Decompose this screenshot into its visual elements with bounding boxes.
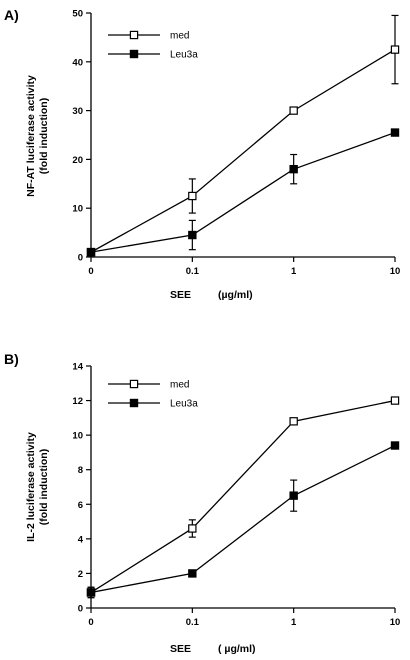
y-tick-label: 6 xyxy=(78,500,83,511)
data-point xyxy=(390,45,400,54)
panel-b-x-axis-label: SEE xyxy=(170,643,191,655)
data-point xyxy=(188,524,197,533)
y-tick-label: 0 xyxy=(78,253,83,264)
y-tick-label: 50 xyxy=(72,9,83,20)
data-point xyxy=(390,396,400,405)
x-tick-label: 10 xyxy=(390,266,401,277)
data-point xyxy=(289,491,298,500)
panel-a-label: A) xyxy=(4,7,19,23)
legend-label: med xyxy=(170,380,189,391)
data-point xyxy=(289,417,298,426)
panel-b-y-axis-label: IL-2 luciferase activity xyxy=(25,432,37,542)
y-tick-label: 4 xyxy=(78,534,84,545)
panel-b-y-axis-label-2: (fold induction) xyxy=(38,449,50,525)
x-tick-label: 0 xyxy=(88,266,93,277)
data-point xyxy=(86,247,96,257)
legend-marker xyxy=(129,398,139,408)
panel-b-plot: 0 2 4 6 8 10 12 14 0 0.1 1 10 med Leu3a xyxy=(72,362,400,629)
panel-a-y-axis-label: NF-AT luciferase activity xyxy=(25,75,37,197)
x-tick-label: 0.1 xyxy=(186,617,200,628)
y-tick-label: 30 xyxy=(72,106,83,117)
data-point xyxy=(188,230,197,240)
y-tick-label: 2 xyxy=(78,569,83,580)
panel-a-y-axis-label-2: (fold induction) xyxy=(38,98,50,174)
data-point xyxy=(390,128,400,137)
series-line xyxy=(90,444,396,594)
legend-label: Leu3a xyxy=(170,399,198,410)
series-line xyxy=(90,131,396,253)
panel-a-plot: 0 10 20 30 40 50 0 0.1 1 10 med Leu3a xyxy=(72,9,400,278)
panel-a-x-axis-label: SEE xyxy=(170,289,191,301)
y-tick-label: 10 xyxy=(72,431,83,442)
panel-b-label: B) xyxy=(4,351,19,367)
data-point xyxy=(289,164,298,174)
legend-label: med xyxy=(170,31,189,42)
legend-marker xyxy=(129,49,139,59)
x-tick-label: 1 xyxy=(291,266,297,277)
legend: med Leu3a xyxy=(108,31,198,61)
y-tick-label: 8 xyxy=(78,465,83,476)
legend-marker xyxy=(129,379,139,389)
data-point xyxy=(188,191,197,201)
y-tick-label: 0 xyxy=(78,604,83,615)
y-tick-label: 40 xyxy=(72,57,83,68)
series-line xyxy=(90,399,396,593)
data-point xyxy=(390,441,400,450)
legend-label: Leu3a xyxy=(170,50,198,61)
x-tick-label: 0 xyxy=(88,617,93,628)
chart-panel-b: B) IL-2 luciferase activity (fold induct… xyxy=(4,351,400,655)
legend: med Leu3a xyxy=(108,380,198,410)
data-point xyxy=(188,569,197,578)
series-leu3a xyxy=(86,441,400,599)
data-point xyxy=(86,588,96,597)
chart-panel-a: A) NF-AT luciferase activity (fold induc… xyxy=(4,7,400,301)
legend-marker xyxy=(129,30,139,40)
x-tick-label: 10 xyxy=(390,617,401,628)
x-tick-label: 0.1 xyxy=(186,266,200,277)
y-tick-label: 20 xyxy=(72,155,83,166)
panel-b-x-axis-unit: ( µg/ml) xyxy=(218,643,256,655)
x-tick-label: 1 xyxy=(291,617,297,628)
y-tick-label: 10 xyxy=(72,204,83,215)
series-med xyxy=(86,396,400,599)
y-tick-label: 14 xyxy=(72,362,83,373)
panel-a-x-axis-unit: (µg/ml) xyxy=(218,289,253,301)
series-leu3a xyxy=(86,128,400,257)
y-tick-label: 12 xyxy=(72,396,83,407)
series-line xyxy=(90,49,396,253)
data-point xyxy=(289,106,298,115)
